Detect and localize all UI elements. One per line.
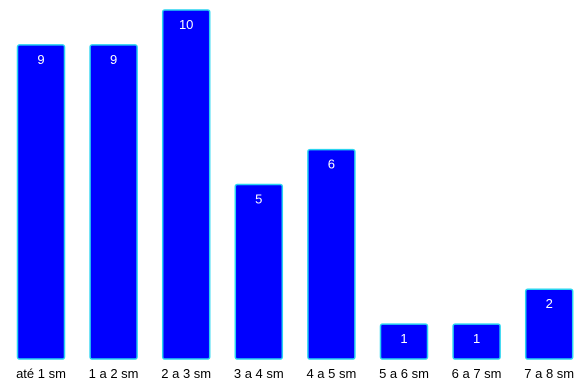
bar-8 bbox=[524, 288, 574, 360]
bar-value-label: 5 bbox=[255, 192, 262, 207]
bar-value-label: 9 bbox=[110, 52, 117, 67]
x-tick-label: 7 a 8 sm bbox=[524, 366, 574, 381]
bar-2 bbox=[89, 44, 138, 360]
bar-value-label: 1 bbox=[473, 331, 480, 346]
x-tick-label: 5 a 6 sm bbox=[379, 366, 429, 381]
x-tick-label: 2 a 3 sm bbox=[161, 366, 211, 381]
x-tick-label: até 1 sm bbox=[16, 366, 66, 381]
bar-value-label: 2 bbox=[546, 296, 553, 311]
bar-6 bbox=[379, 323, 429, 360]
x-tick-label: 6 a 7 sm bbox=[452, 366, 502, 381]
bar-3 bbox=[161, 9, 211, 360]
bar-value-label: 9 bbox=[37, 52, 44, 67]
x-tick-label: 3 a 4 sm bbox=[234, 366, 284, 381]
x-tick-label: 1 a 2 sm bbox=[89, 366, 139, 381]
bar-7 bbox=[452, 323, 501, 360]
bar-value-label: 10 bbox=[179, 17, 193, 32]
x-tick-label: 4 a 5 sm bbox=[306, 366, 356, 381]
bar-4 bbox=[234, 183, 284, 360]
bar-value-label: 1 bbox=[400, 331, 407, 346]
bar-5 bbox=[307, 148, 356, 360]
bar-1 bbox=[16, 44, 66, 360]
bar-value-label: 6 bbox=[328, 157, 335, 172]
